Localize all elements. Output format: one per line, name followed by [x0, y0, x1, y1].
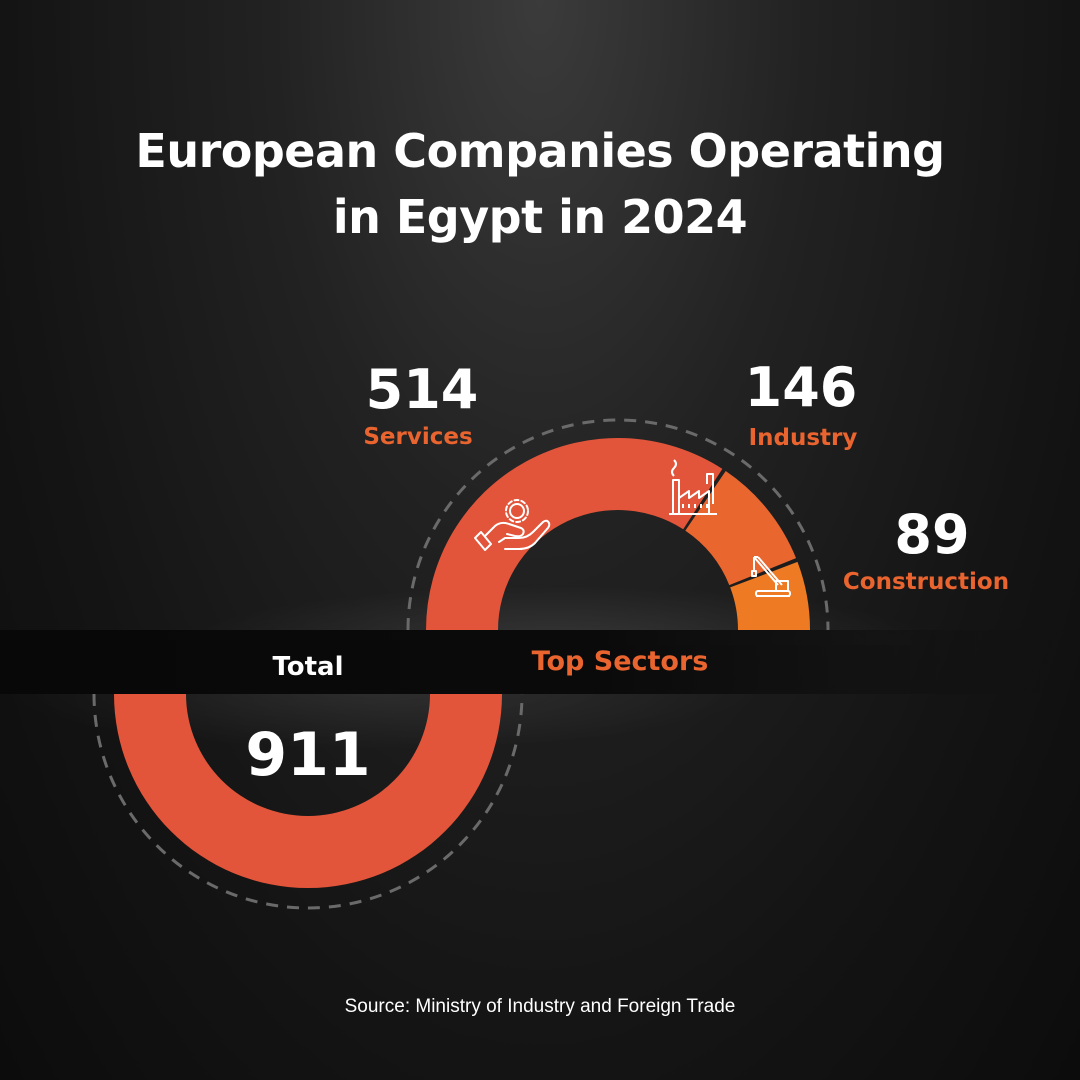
total-dashed-ring	[92, 693, 524, 910]
total-value: 911	[245, 720, 370, 790]
construction-value: 89	[894, 503, 969, 566]
source-note: Source: Ministry of Industry and Foreign…	[344, 996, 736, 1017]
crane-icon	[751, 556, 791, 597]
services-value: 514	[366, 358, 479, 421]
chart-title-line-1: European Companies Operating	[135, 124, 945, 178]
total-donut: 911	[92, 693, 524, 910]
chart-title: European Companies Operating in Egypt in…	[0, 118, 1080, 250]
services-label: Services	[363, 424, 472, 450]
total-slice	[114, 694, 502, 888]
factory-icon	[669, 459, 717, 515]
industry-label: Industry	[749, 425, 858, 451]
slice-services	[426, 437, 723, 630]
construction-label: Construction	[843, 569, 1009, 595]
industry-value: 146	[745, 356, 858, 419]
hand-gear-icon	[474, 499, 551, 551]
sectors-dashed-ring	[406, 418, 830, 631]
sector-icons	[474, 459, 791, 597]
chart-title-line-2: in Egypt in 2024	[332, 190, 748, 244]
center-band	[0, 630, 1080, 694]
total-label: Total	[272, 652, 344, 682]
sectors-donut: 514 Services 146 Industry 89 Constructio…	[363, 356, 1009, 631]
top-sectors-label: Top Sectors	[531, 646, 709, 677]
